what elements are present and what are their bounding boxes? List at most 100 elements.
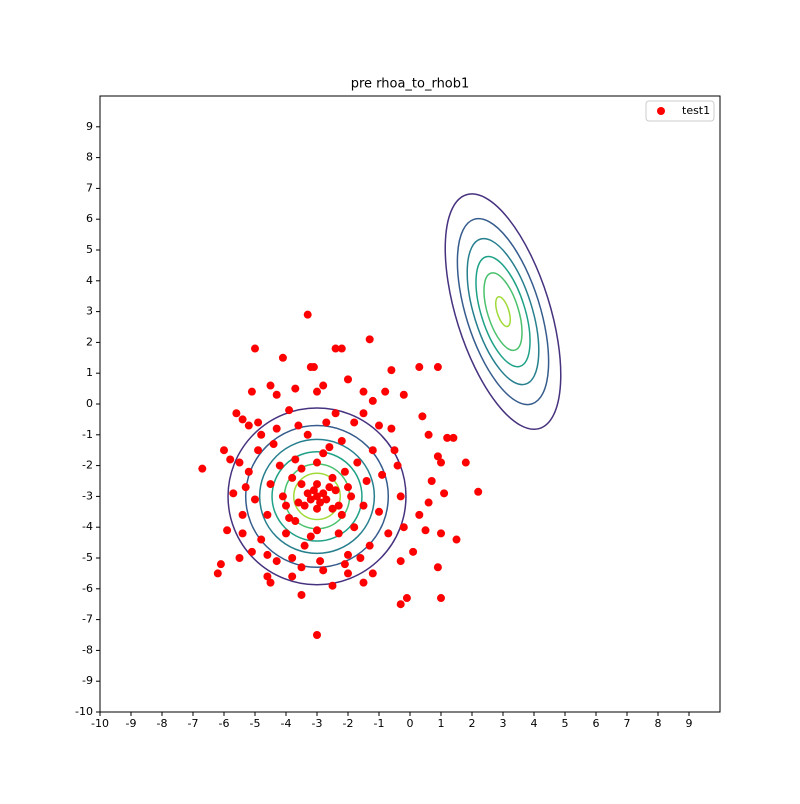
x-tick-label: 5 — [562, 717, 569, 730]
scatter-point — [291, 384, 300, 393]
scatter-point — [303, 489, 312, 498]
scatter-point — [297, 480, 306, 489]
scatter-point — [244, 467, 253, 476]
y-tick-label: -5 — [82, 551, 93, 564]
scatter-point — [257, 430, 266, 439]
legend-label: test1 — [682, 104, 710, 117]
scatter-point — [241, 483, 250, 492]
scatter-point — [365, 335, 374, 344]
x-tick-label: -10 — [91, 717, 109, 730]
scatter-point — [390, 446, 399, 455]
x-tick-label: -7 — [188, 717, 199, 730]
scatter-point — [437, 529, 445, 538]
y-tick-label: 4 — [86, 274, 93, 287]
scatter-point — [424, 430, 433, 439]
scatter-point — [337, 344, 346, 353]
scatter-point — [285, 513, 294, 522]
y-tick-label: -6 — [82, 582, 93, 595]
scatter-point — [313, 504, 321, 513]
scatter-point — [334, 529, 343, 538]
scatter-point — [272, 424, 281, 433]
scatter-point — [319, 566, 328, 575]
scatter-point — [263, 510, 272, 519]
x-tick-label: 3 — [500, 717, 507, 730]
x-tick-label: 1 — [438, 717, 445, 730]
scatter-point — [247, 387, 256, 396]
scatter-point — [272, 390, 281, 399]
scatter-point — [384, 529, 393, 538]
y-tick-label: -1 — [82, 428, 93, 441]
scatter-point — [319, 381, 328, 390]
x-tick-label: 4 — [531, 717, 538, 730]
scatter-point — [251, 495, 259, 504]
scatter-point — [306, 532, 315, 541]
scatter-point — [344, 483, 352, 492]
scatter-point — [254, 418, 263, 427]
scatter-point — [424, 498, 433, 507]
scatter-point — [300, 541, 309, 550]
x-tick-label: -3 — [312, 717, 323, 730]
scatter-point — [213, 569, 222, 578]
y-tick-label: 9 — [86, 120, 93, 133]
scatter-point — [313, 526, 321, 535]
scatter-point — [331, 486, 340, 495]
contour — [258, 438, 376, 555]
x-tick-label: 8 — [655, 717, 662, 730]
scatter-point — [282, 529, 290, 538]
scatter-point — [216, 560, 225, 569]
scatter-point — [303, 310, 312, 319]
scatter-point — [319, 449, 328, 458]
contour — [456, 217, 550, 406]
scatter-point — [350, 523, 359, 532]
scatter-point — [368, 569, 377, 578]
scatter-point — [238, 529, 247, 538]
scatter-point — [223, 526, 232, 535]
scatter-point — [365, 541, 374, 550]
chart-title: pre rhoa_to_rhob1 — [351, 77, 470, 92]
contour — [483, 272, 523, 352]
y-tick-label: -2 — [82, 459, 93, 472]
contour — [244, 424, 390, 568]
scatter-point — [418, 412, 427, 421]
scatter-point — [229, 489, 238, 498]
scatter-point — [238, 415, 247, 424]
scatter-point — [356, 554, 365, 562]
scatter-point — [344, 550, 352, 559]
scatter-point — [288, 473, 297, 482]
x-tick-label: -1 — [374, 717, 385, 730]
scatter-point — [272, 557, 281, 566]
scatter-point — [325, 443, 334, 452]
scatter-point — [421, 526, 430, 535]
scatter-point — [328, 504, 337, 513]
scatter-point — [340, 467, 349, 476]
x-tick-label: 9 — [686, 717, 693, 730]
scatter-point — [313, 631, 321, 639]
scatter-point — [334, 501, 343, 510]
y-tick-label: 5 — [86, 243, 93, 256]
scatter-point — [254, 446, 263, 455]
scatter-point — [362, 477, 371, 485]
scatter-point — [257, 535, 266, 544]
x-tick-label: -6 — [219, 717, 230, 730]
scatter-point — [309, 486, 318, 495]
x-tick-label: -5 — [250, 717, 261, 730]
scatter-point — [396, 492, 405, 501]
scatter-point — [359, 409, 368, 418]
scatter-point — [387, 424, 396, 433]
scatter-point — [297, 563, 306, 572]
scatter-point — [235, 554, 244, 562]
scatter-point — [437, 458, 445, 467]
scatter-point — [344, 569, 352, 578]
scatter-point — [322, 495, 331, 504]
contour — [271, 450, 363, 542]
scatter-point — [313, 458, 321, 467]
scatter-point — [328, 581, 337, 590]
scatter-point — [291, 517, 300, 526]
x-tick-label: 7 — [624, 717, 631, 730]
scatter-point — [266, 480, 275, 489]
scatter-point — [285, 406, 294, 415]
scatter-point — [328, 473, 337, 482]
x-tick-label: -2 — [343, 717, 354, 730]
scatter-point — [220, 446, 228, 455]
